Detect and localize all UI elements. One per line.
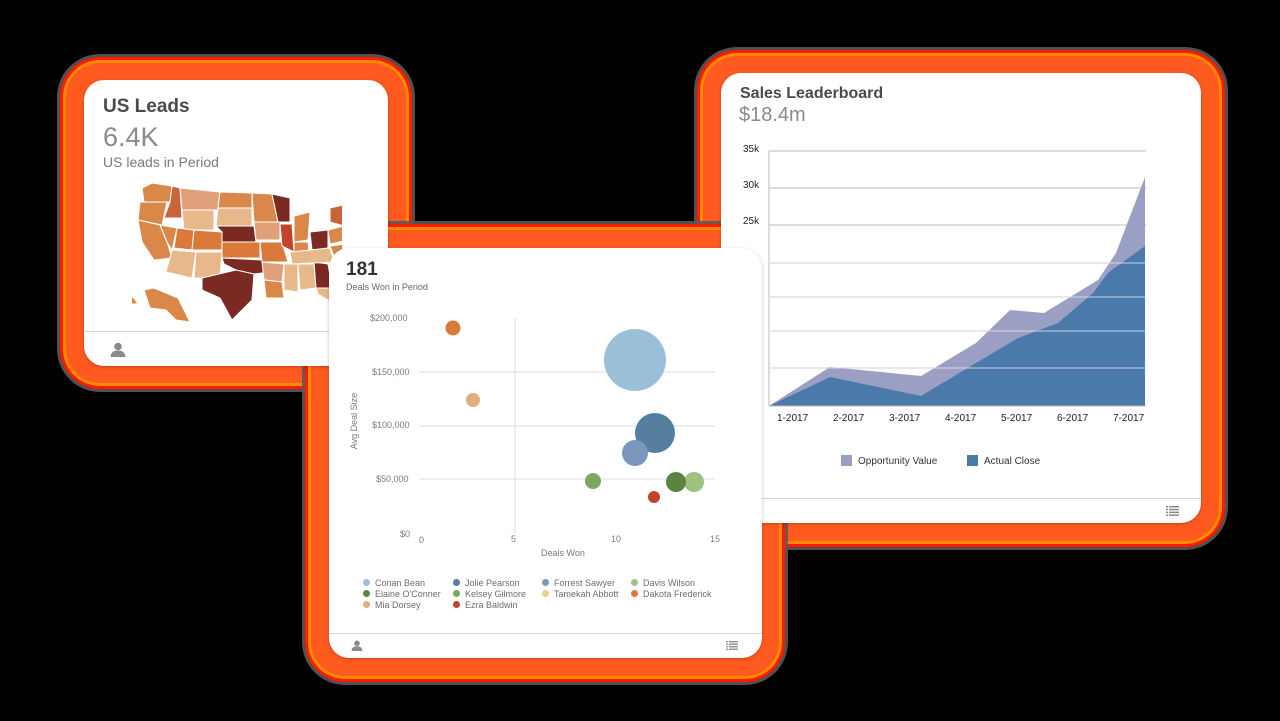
user-icon[interactable] [110, 342, 126, 357]
legend-dot [542, 590, 549, 597]
lead-count: 6.4K [103, 122, 159, 152]
x-tick: 3-2017 [889, 413, 921, 424]
us-choropleth-map[interactable] [132, 180, 342, 330]
x-tick: 1-2017 [777, 413, 809, 424]
sales-total: $18.4m [739, 104, 806, 126]
legend-label: Forrest Sawyer [554, 578, 616, 588]
legend-dot [453, 590, 460, 597]
deals-count: 181 [346, 259, 378, 280]
legend-dot [631, 590, 638, 597]
sales-leaderboard-card[interactable]: Sales Leaderboard $18.4m 35k 30k 25k 1-2… [721, 73, 1201, 523]
y-tick: $0 [400, 529, 411, 539]
legend-item[interactable]: Forrest Sawyer [542, 578, 615, 588]
card-footer [721, 498, 1201, 523]
x-tick: 5 [511, 534, 517, 544]
x-tick: 5-2017 [1001, 413, 1033, 424]
card-title: Sales Leaderboard [740, 85, 884, 102]
legend-item[interactable]: Tamekah Abbott [542, 589, 619, 599]
y-tick-30k: 30k [743, 180, 760, 191]
legend-opportunity-value[interactable]: Opportunity Value [841, 455, 937, 467]
sales-area-chart[interactable] [768, 143, 1148, 413]
legend-item[interactable]: Conan Bean [363, 578, 425, 588]
y-tick: $50,000 [376, 474, 409, 484]
x-tick: 10 [611, 534, 622, 544]
glow-bridge [380, 230, 720, 240]
y-tick: $150,000 [372, 367, 410, 377]
x-tick: 0 [419, 535, 425, 545]
y-tick-25k: 25k [743, 216, 760, 227]
x-axis-label: Deals Won [541, 548, 585, 558]
legend-label: Mia Dorsey [375, 600, 421, 610]
legend-dot [453, 601, 460, 608]
legend-label: Ezra Baldwin [465, 600, 518, 610]
legend-label: Davis Wilson [643, 578, 696, 588]
legend-label: Opportunity Value [858, 456, 938, 467]
y-tick: $100,000 [372, 420, 410, 430]
legend-label: Elaine O'Conner [375, 589, 441, 599]
legend-swatch [967, 455, 978, 466]
card-footer [329, 633, 762, 658]
legend-dot [631, 579, 638, 586]
legend-dot [453, 579, 460, 586]
x-tick: 15 [710, 534, 721, 544]
y-tick: $200,000 [370, 313, 408, 323]
x-tick: 6-2017 [1057, 413, 1089, 424]
legend-item[interactable]: Ezra Baldwin [453, 600, 518, 610]
x-tick: 7-2017 [1113, 413, 1145, 424]
legend-dot [363, 601, 370, 608]
list-icon[interactable] [726, 641, 738, 650]
list-icon[interactable] [1166, 506, 1179, 516]
legend-label: Dakota Frederick [643, 589, 712, 599]
legend-label: Jolie Pearson [465, 578, 520, 588]
x-tick: 4-2017 [945, 413, 977, 424]
legend-swatch [841, 455, 852, 466]
legend-dot [542, 579, 549, 586]
legend-label: Tamekah Abbott [554, 589, 619, 599]
card-subtitle: Deals Won in Period [346, 282, 428, 292]
legend-dot [363, 590, 370, 597]
legend-label: Actual Close [984, 456, 1041, 467]
legend-item[interactable]: Mia Dorsey [363, 600, 421, 610]
bubble-chart[interactable] [419, 308, 719, 538]
legend-item[interactable]: Dakota Frederick [631, 589, 712, 599]
legend-label: Kelsey Gilmore [465, 589, 527, 599]
legend-dot [363, 579, 370, 586]
user-icon[interactable] [351, 640, 363, 651]
legend-item[interactable]: Davis Wilson [631, 578, 695, 588]
legend-actual-close[interactable]: Actual Close [967, 455, 1040, 467]
card-title: US Leads [103, 96, 190, 117]
deals-won-card[interactable]: 181 Deals Won in Period $200,000 $150,00… [329, 248, 762, 658]
card-footer [84, 331, 388, 366]
legend-label: Conan Bean [375, 578, 426, 588]
y-axis-label: Avg Deal Size [349, 392, 359, 450]
legend-item[interactable]: Jolie Pearson [453, 578, 520, 588]
card-subtitle: US leads in Period [103, 154, 219, 170]
y-tick-35k: 35k [743, 144, 760, 155]
legend-item[interactable]: Elaine O'Conner [363, 589, 441, 599]
legend-item[interactable]: Kelsey Gilmore [453, 589, 526, 599]
x-tick: 2-2017 [833, 413, 865, 424]
